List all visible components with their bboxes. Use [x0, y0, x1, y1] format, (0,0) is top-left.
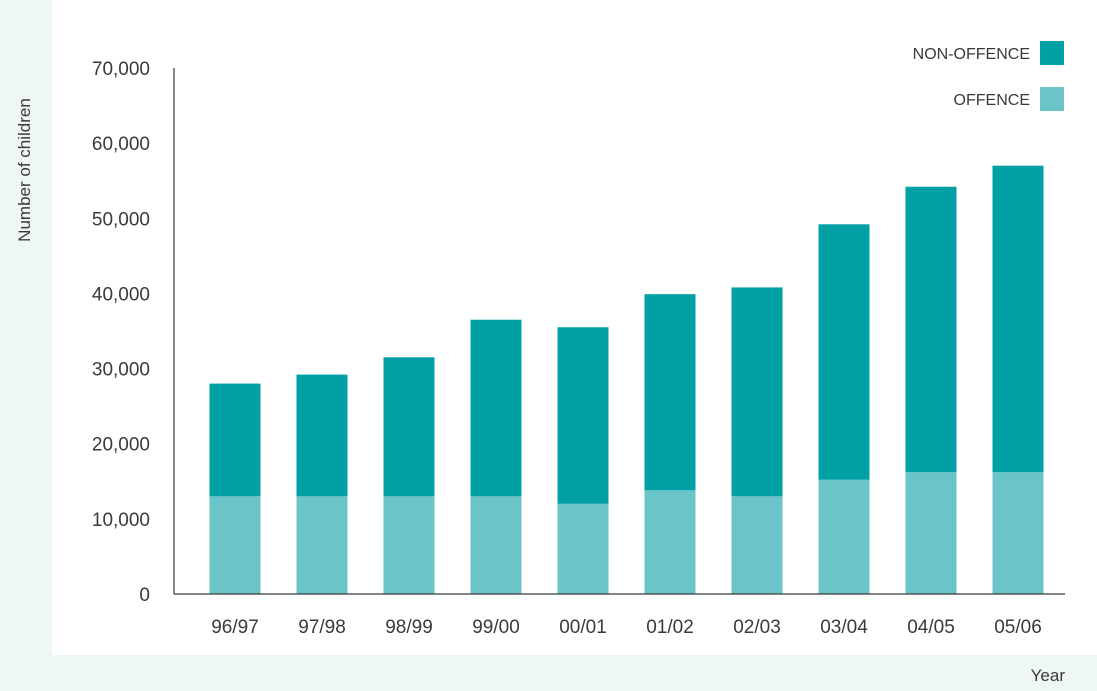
bar-offence-98-99 [383, 496, 435, 594]
bar-non-offence-00-01 [557, 327, 609, 504]
y-tick-label: 20,000 [92, 435, 150, 456]
bar-offence-05-06 [992, 472, 1044, 594]
x-tick-label: 04/05 [907, 617, 955, 638]
legend: NON-OFFENCE OFFENCE [913, 41, 1064, 111]
y-tick-label: 60,000 [92, 134, 150, 155]
bar-non-offence-03-04 [818, 224, 870, 480]
x-tick-label: 00/01 [559, 617, 607, 638]
x-tick-label: 98/99 [385, 617, 433, 638]
x-axis-ticks: 96/97 97/98 98/99 99/00 00/01 01/02 02/03 03/04… [211, 617, 1042, 638]
bar-offence-01-02 [644, 490, 696, 594]
bar-offence-97-98 [296, 496, 348, 594]
bar-offence-03-04 [818, 479, 870, 594]
legend-entry-non-offence: NON-OFFENCE [913, 41, 1064, 65]
x-tick-label: 96/97 [211, 617, 259, 638]
y-tick-label: 50,000 [92, 209, 150, 230]
x-tick-label: 02/03 [733, 617, 781, 638]
y-tick-label: 0 [139, 585, 150, 606]
x-tick-label: 03/04 [820, 617, 868, 638]
bars [209, 165, 1044, 594]
y-tick-label: 10,000 [92, 510, 150, 531]
bar-non-offence-05-06 [992, 165, 1044, 473]
bar-non-offence-04-05 [905, 186, 957, 473]
y-tick-label: 30,000 [92, 360, 150, 381]
bar-non-offence-02-03 [731, 287, 783, 497]
bar-non-offence-98-99 [383, 357, 435, 497]
bar-non-offence-01-02 [644, 294, 696, 491]
bar-offence-04-05 [905, 472, 957, 594]
legend-swatch-offence [1040, 87, 1064, 111]
bar-offence-02-03 [731, 496, 783, 594]
legend-swatch-non-offence [1040, 41, 1064, 65]
y-axis-title: Number of children [15, 98, 34, 242]
x-tick-label: 99/00 [472, 617, 520, 638]
x-tick-label: 97/98 [298, 617, 346, 638]
bar-offence-00-01 [557, 503, 609, 594]
bar-offence-96-97 [209, 496, 261, 594]
x-axis-title: Year [1031, 666, 1066, 685]
bar-non-offence-99-00 [470, 319, 522, 497]
bar-non-offence-97-98 [296, 374, 348, 497]
y-tick-label: 70,000 [92, 59, 150, 80]
bar-non-offence-96-97 [209, 383, 261, 497]
legend-entry-offence: OFFENCE [954, 87, 1064, 111]
x-tick-label: 05/06 [994, 617, 1042, 638]
legend-label-non-offence: NON-OFFENCE [913, 46, 1030, 63]
y-tick-label: 40,000 [92, 284, 150, 305]
y-axis-ticks: 0 10,000 20,000 30,000 40,000 50,000 60,000 70,… [92, 59, 150, 606]
x-tick-label: 01/02 [646, 617, 694, 638]
legend-label-offence: OFFENCE [954, 92, 1030, 109]
bar-offence-99-00 [470, 496, 522, 594]
